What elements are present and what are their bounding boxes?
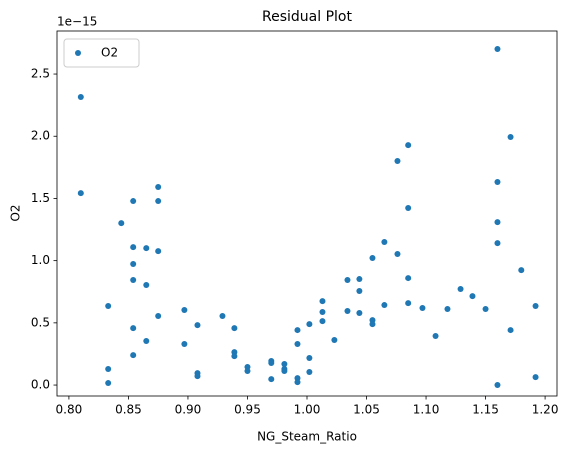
data-point [143, 338, 150, 345]
data-point [482, 306, 489, 313]
data-point [294, 327, 301, 334]
data-point [231, 353, 238, 360]
data-point [356, 310, 363, 317]
data-point [381, 302, 388, 309]
x-tick-label: 1.00 [294, 403, 321, 417]
y-tick-label: 2.5 [31, 67, 50, 81]
data-point [369, 321, 376, 328]
data-point [356, 276, 363, 283]
data-point [244, 367, 251, 374]
data-point [319, 318, 326, 325]
data-point [405, 275, 412, 282]
data-point [432, 333, 439, 340]
x-axis-label: NG_Steam_Ratio [257, 430, 357, 444]
y-tick-label: 0.5 [31, 315, 50, 329]
data-point [469, 293, 476, 300]
x-tick-label: 0.90 [175, 403, 202, 417]
data-point [143, 245, 150, 252]
data-point [405, 142, 412, 149]
data-point [130, 277, 137, 284]
data-point [394, 251, 401, 258]
data-point [319, 298, 326, 305]
y-axis-label: O2 [9, 204, 23, 221]
data-point [331, 337, 338, 344]
data-point [77, 190, 84, 197]
legend-label: O2 [101, 46, 118, 60]
data-point [130, 261, 137, 268]
y-tick-label: 1.0 [31, 253, 50, 267]
legend-marker [75, 50, 81, 56]
data-point [130, 352, 137, 359]
data-point [369, 255, 376, 262]
data-point [306, 321, 313, 328]
data-point [194, 373, 201, 380]
data-point [194, 322, 201, 329]
data-point [405, 300, 412, 307]
data-point [281, 367, 288, 374]
data-point [181, 307, 188, 314]
data-point [231, 325, 238, 332]
y-tick-label: 1.5 [31, 191, 50, 205]
data-point [77, 94, 84, 101]
data-point [457, 286, 464, 293]
x-tick-label: 1.10 [413, 403, 440, 417]
data-point [130, 198, 137, 205]
data-point [344, 277, 351, 284]
data-point [319, 309, 326, 316]
data-point [381, 238, 388, 245]
data-point [405, 205, 412, 212]
data-point [130, 244, 137, 251]
data-point [294, 340, 301, 347]
data-point [532, 303, 539, 310]
x-tick-label: 0.95 [234, 403, 261, 417]
data-point [356, 288, 363, 295]
chart-title: Residual Plot [262, 9, 352, 25]
y-offset-label: 1e−15 [57, 15, 97, 29]
x-tick-label: 0.85 [115, 403, 142, 417]
data-point [394, 158, 401, 165]
data-point [155, 248, 162, 255]
data-point [130, 325, 137, 332]
data-point [155, 198, 162, 205]
data-point [518, 267, 525, 274]
data-point [105, 366, 112, 373]
legend-box [63, 38, 140, 68]
data-point [294, 379, 301, 386]
x-tick-label: 0.80 [56, 403, 83, 417]
data-point [494, 382, 501, 389]
data-point [507, 327, 514, 334]
data-point [494, 179, 501, 186]
data-point [181, 340, 188, 347]
y-tick-label: 2.0 [31, 129, 50, 143]
data-point [155, 184, 162, 191]
data-point [344, 308, 351, 315]
data-point [494, 240, 501, 247]
axes-frame [56, 30, 558, 397]
data-point [494, 219, 501, 226]
data-point [507, 133, 514, 140]
data-point [306, 368, 313, 375]
data-point [444, 306, 451, 313]
data-point [219, 313, 226, 320]
x-tick-label: 1.15 [472, 403, 499, 417]
data-point [105, 303, 112, 310]
y-tick-label: 0.0 [31, 378, 50, 392]
data-point [268, 376, 275, 383]
data-point [143, 282, 150, 289]
data-point [268, 360, 275, 367]
data-point [532, 374, 539, 381]
data-point [419, 305, 426, 312]
data-point [306, 355, 313, 362]
data-point [155, 313, 162, 320]
data-point [494, 46, 501, 53]
data-point [105, 380, 112, 387]
data-point [118, 220, 125, 227]
data-point [281, 361, 288, 368]
x-tick-label: 1.05 [353, 403, 380, 417]
x-tick-label: 1.20 [532, 403, 559, 417]
